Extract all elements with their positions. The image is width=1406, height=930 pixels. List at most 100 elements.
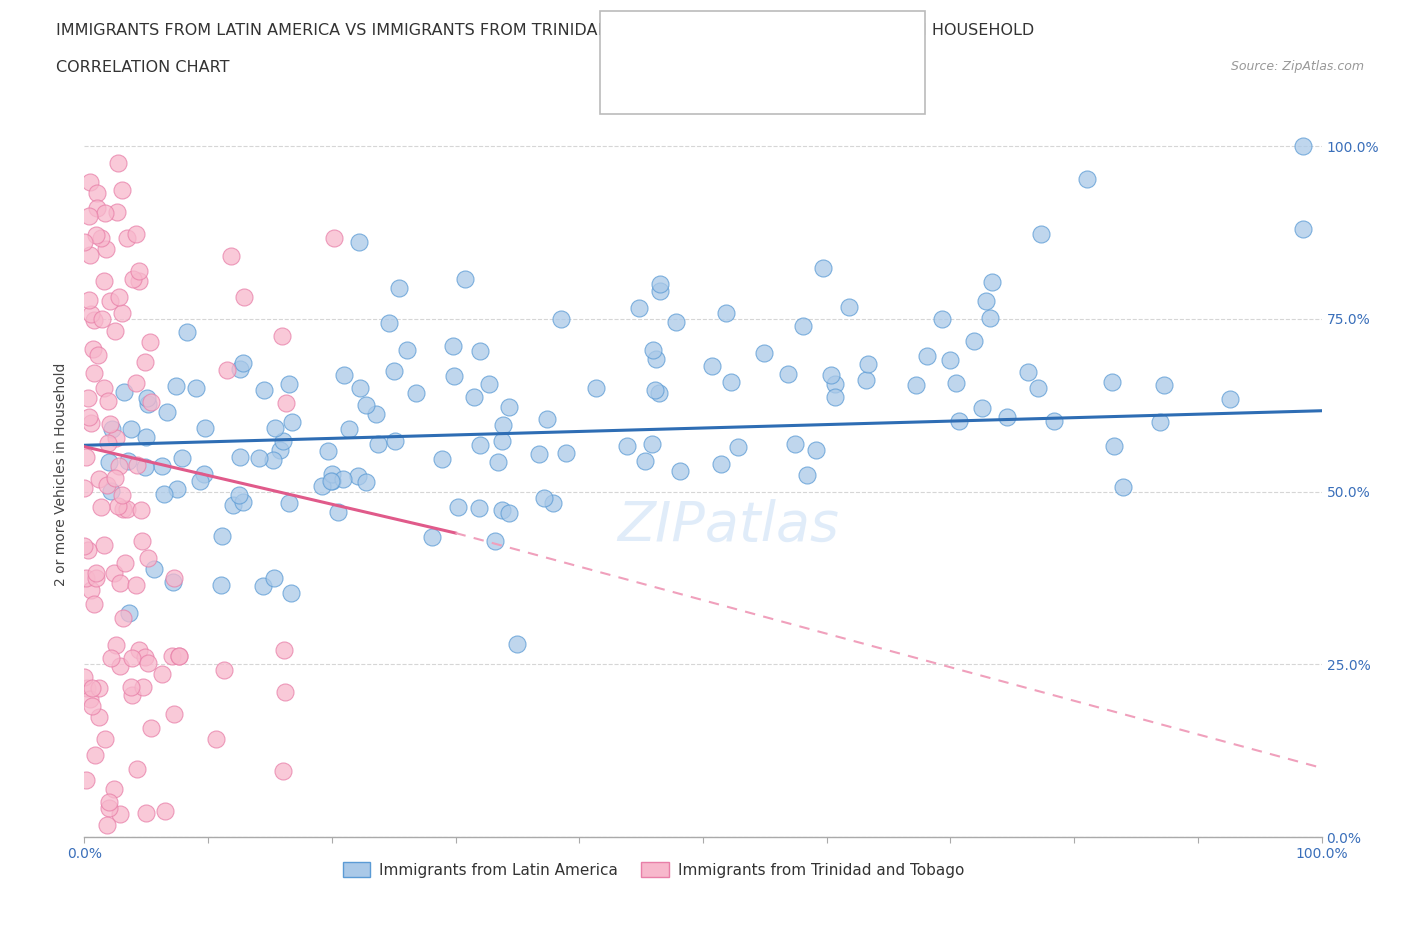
Text: Source: ZipAtlas.com: Source: ZipAtlas.com: [1230, 60, 1364, 73]
Point: [87, 710, 110, 724]
Point: [98, 417, 121, 432]
Point: [1076, 171, 1098, 186]
Point: [162, 707, 184, 722]
Point: [997, 410, 1019, 425]
Point: [648, 284, 671, 299]
Point: [97, 393, 120, 408]
Point: [73, 235, 96, 250]
Point: [1017, 365, 1039, 379]
Point: [128, 643, 150, 658]
Point: [543, 496, 565, 511]
Point: [79, 174, 101, 189]
Point: [84, 565, 107, 580]
Point: [80, 583, 103, 598]
Point: [277, 496, 299, 511]
Point: [84, 748, 107, 763]
Point: [163, 571, 186, 586]
Point: [326, 505, 349, 520]
Point: [80, 680, 103, 695]
Point: [939, 352, 962, 367]
Point: [247, 451, 270, 466]
Point: [323, 231, 346, 246]
Point: [104, 471, 127, 485]
Point: [83, 365, 105, 380]
Point: [527, 447, 550, 462]
Point: [321, 473, 343, 488]
Point: [215, 363, 238, 378]
Point: [120, 680, 142, 695]
Point: [811, 260, 834, 275]
Point: [354, 398, 377, 413]
Point: [904, 378, 927, 392]
Point: [271, 433, 294, 448]
Point: [136, 551, 159, 565]
Text: 147: 147: [837, 31, 870, 48]
Point: [669, 464, 692, 479]
Point: [232, 355, 254, 370]
Point: [533, 490, 555, 505]
Point: [447, 500, 470, 515]
Point: [77, 542, 100, 557]
Point: [84, 228, 107, 243]
Point: [118, 606, 141, 621]
Point: [86, 200, 108, 215]
Point: [356, 474, 378, 489]
Point: [150, 458, 173, 473]
Point: [252, 578, 274, 593]
Point: [441, 339, 464, 353]
Point: [634, 453, 657, 468]
Point: [367, 436, 389, 451]
Point: [193, 466, 215, 481]
Point: [1043, 413, 1066, 428]
Point: [378, 316, 401, 331]
Point: [162, 648, 184, 663]
Point: [277, 376, 299, 391]
Point: [77, 391, 100, 405]
Point: [105, 431, 128, 445]
Point: [90, 312, 112, 326]
Point: [979, 311, 1001, 325]
Text: -0.054: -0.054: [707, 70, 765, 87]
Point: [405, 386, 427, 401]
Point: [280, 414, 302, 429]
Point: [105, 205, 128, 219]
Point: [271, 764, 294, 778]
Point: [720, 375, 742, 390]
Point: [484, 533, 506, 548]
Point: [135, 430, 157, 445]
Text: 0.141: 0.141: [717, 31, 768, 48]
Point: [101, 422, 124, 437]
Point: [980, 274, 1002, 289]
Point: [700, 358, 723, 373]
Point: [132, 680, 155, 695]
Point: [222, 498, 245, 512]
Text: R =: R =: [658, 70, 697, 87]
Point: [321, 473, 343, 488]
Point: [273, 643, 295, 658]
Point: [644, 352, 666, 366]
Point: [186, 380, 208, 395]
Point: [1149, 415, 1171, 430]
Point: [856, 357, 879, 372]
Text: R =: R =: [658, 31, 697, 48]
Point: [188, 473, 211, 488]
Point: [641, 342, 664, 357]
Point: [388, 281, 411, 296]
Point: [167, 648, 190, 663]
Text: 116: 116: [837, 70, 870, 87]
Point: [796, 468, 818, 483]
Point: [644, 383, 666, 398]
Point: [917, 348, 939, 363]
Point: [229, 362, 252, 377]
Point: [219, 248, 242, 263]
Point: [107, 289, 129, 304]
Point: [136, 656, 159, 671]
Point: [84, 571, 107, 586]
Point: [963, 333, 986, 348]
Point: [232, 290, 254, 305]
Point: [139, 335, 162, 350]
Point: [432, 452, 454, 467]
Point: [134, 460, 156, 475]
Point: [384, 433, 406, 448]
Point: [139, 394, 162, 409]
